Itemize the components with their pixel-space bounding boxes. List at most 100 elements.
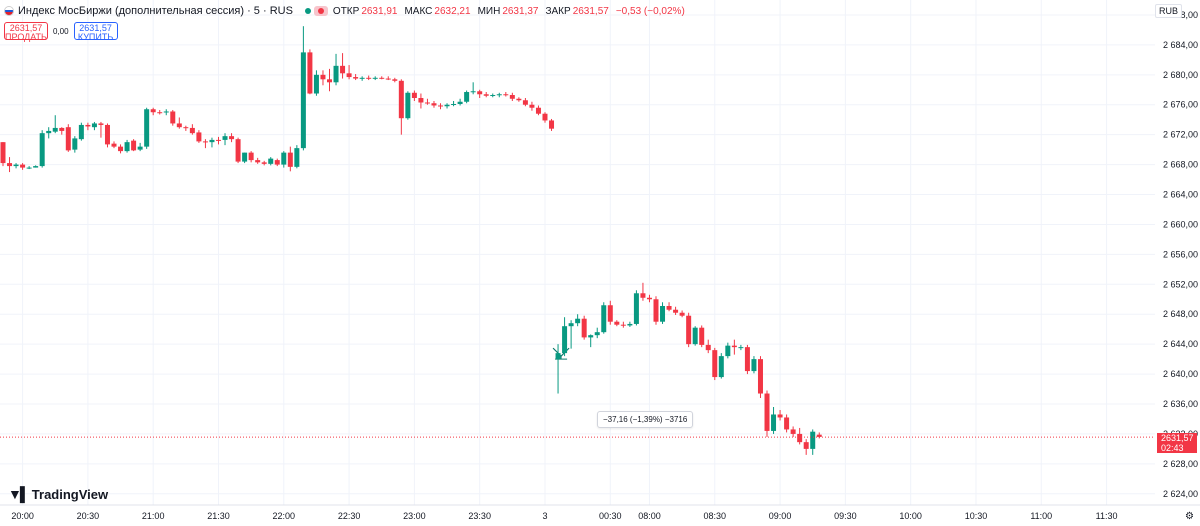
candle-body <box>640 293 646 298</box>
candle-body <box>7 163 13 167</box>
candle <box>91 121 97 131</box>
tradingview-logo[interactable]: ▼▌ TradingView <box>8 486 108 502</box>
sell-button[interactable]: 2631,57 ПРОДАТЬ <box>4 22 48 42</box>
candle-body <box>255 160 261 163</box>
visibility-eye-icon[interactable] <box>313 6 328 16</box>
grid <box>0 0 1155 505</box>
candle-body <box>398 80 404 119</box>
time-axis: 20:00 20:30 21:00 21:30 22:00 22:30 23:00 23:30… <box>0 504 1200 526</box>
candle-body <box>124 142 130 152</box>
candle <box>150 107 156 116</box>
candle-body <box>666 305 672 310</box>
candle <box>7 157 13 173</box>
candle <box>229 133 235 143</box>
candle <box>575 314 581 327</box>
candle <box>340 53 346 79</box>
sell-price: 2631,57 <box>9 23 43 33</box>
candle-body <box>202 141 208 143</box>
candle-body <box>660 305 666 322</box>
time-axis-bg <box>0 505 1200 526</box>
low-label: МИН <box>477 5 501 17</box>
y-tick-label: 2 656,00 <box>1163 249 1198 259</box>
candle <box>588 334 594 348</box>
candle <box>366 75 372 81</box>
candle <box>601 302 607 334</box>
tradingview-logo-icon: ▼▌ <box>8 486 30 502</box>
candle-body <box>784 417 790 430</box>
candle-body <box>633 293 639 324</box>
candle-body <box>699 327 705 345</box>
candle-body <box>509 95 515 99</box>
y-tick-label: 2 672,00 <box>1163 130 1198 140</box>
candle-body <box>353 77 359 79</box>
candle <box>757 356 763 399</box>
candle <box>104 123 110 148</box>
candle-body <box>183 127 189 129</box>
x-tick-label: 20:30 <box>77 511 100 521</box>
candle-body <box>575 318 581 324</box>
candle <box>470 82 476 95</box>
x-tick-label: 22:30 <box>338 511 361 521</box>
candle-body <box>39 133 45 167</box>
candle <box>640 282 646 301</box>
candle-body <box>594 332 600 336</box>
market-status-icon <box>304 8 311 14</box>
y-tick-label: 2 680,00 <box>1163 70 1198 80</box>
candle-body <box>496 94 502 96</box>
candle <box>797 427 803 445</box>
candle <box>379 76 385 80</box>
candle <box>483 92 489 98</box>
candle <box>300 26 306 151</box>
candle-body <box>98 123 104 125</box>
x-tick-label: 08:30 <box>704 511 727 521</box>
candle-body <box>438 105 444 107</box>
candle <box>65 124 71 152</box>
candle-body <box>196 132 202 142</box>
candle-body <box>78 124 84 140</box>
candle <box>398 79 404 135</box>
candle-body <box>483 94 489 96</box>
candle-body <box>477 91 483 95</box>
candle <box>333 53 339 86</box>
candle <box>137 142 143 152</box>
candle <box>614 320 620 327</box>
candle <box>477 89 483 99</box>
spread-value: 0,00 <box>53 26 69 36</box>
candle-body <box>137 146 143 150</box>
low-value: 2631,37 <box>502 5 539 17</box>
candle <box>679 310 685 318</box>
candle-body <box>320 74 326 80</box>
candle <box>692 326 698 346</box>
candle-body <box>229 136 235 140</box>
settings-gear-icon[interactable]: ⚙ <box>1185 511 1194 522</box>
buy-price: 2631,57 <box>79 23 112 33</box>
change-value: −0,53 (−0,02%) <box>615 5 685 17</box>
candle <box>242 152 248 164</box>
candle-body <box>294 148 300 167</box>
candle-body <box>555 353 561 360</box>
candle-body <box>144 109 150 147</box>
candle <box>287 146 293 172</box>
candle-body <box>816 434 822 437</box>
candle-body <box>327 79 332 83</box>
symbol-title[interactable]: Индекс МосБиржи (дополнительная сессия) … <box>18 5 293 17</box>
candle <box>705 339 711 354</box>
candle <box>85 122 91 131</box>
close-value: 2631,57 <box>572 5 609 17</box>
candle <box>202 139 208 149</box>
candle-body <box>588 335 594 338</box>
x-tick-label: 08:00 <box>638 511 661 521</box>
candle-body <box>503 94 509 96</box>
currency-button[interactable]: RUB <box>1154 4 1182 18</box>
candle-body <box>751 359 757 372</box>
candle-body <box>620 324 626 326</box>
y-tick-label: 2 636,00 <box>1163 399 1198 409</box>
buy-button[interactable]: 2631,57 КУПИТЬ <box>73 22 118 42</box>
candle <box>183 125 189 131</box>
candle <box>59 127 65 135</box>
candle <box>725 342 731 359</box>
candle-body <box>104 124 110 145</box>
candle-body <box>13 164 19 167</box>
